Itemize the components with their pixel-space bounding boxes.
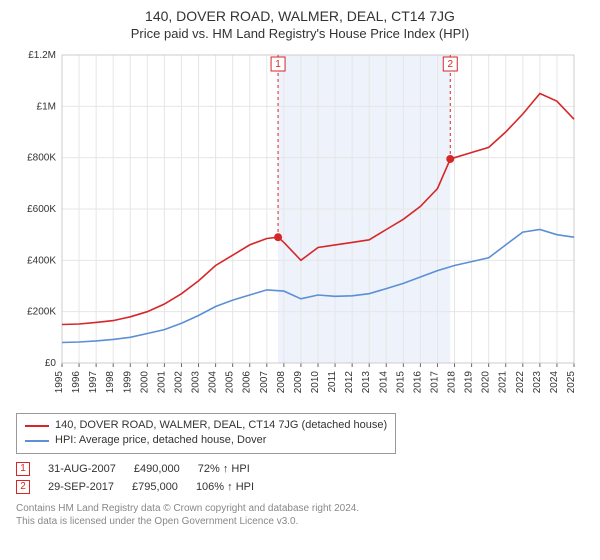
footer-line-1: Contains HM Land Registry data © Crown c…	[16, 502, 584, 515]
svg-text:2021: 2021	[498, 371, 509, 394]
event-marker-2: 2	[16, 480, 30, 494]
event-markers-list: 1 31-AUG-2007 £490,000 72% ↑ HPI 2 29-SE…	[16, 460, 584, 496]
svg-text:2001: 2001	[156, 371, 167, 394]
svg-text:2009: 2009	[293, 371, 304, 394]
chart-container: 140, DOVER ROAD, WALMER, DEAL, CT14 7JG …	[0, 0, 600, 560]
svg-text:£0: £0	[45, 358, 57, 369]
svg-text:1: 1	[275, 59, 281, 70]
legend-item-property: 140, DOVER ROAD, WALMER, DEAL, CT14 7JG …	[25, 418, 387, 433]
svg-text:2005: 2005	[225, 371, 236, 394]
legend-label-property: 140, DOVER ROAD, WALMER, DEAL, CT14 7JG …	[55, 418, 387, 433]
legend-line-property	[25, 425, 49, 427]
chart-subtitle: Price paid vs. HM Land Registry's House …	[16, 26, 584, 41]
event-marker-1: 1	[16, 462, 30, 476]
footer-line-2: This data is licensed under the Open Gov…	[16, 515, 584, 528]
svg-text:2023: 2023	[532, 371, 543, 394]
chart-title: 140, DOVER ROAD, WALMER, DEAL, CT14 7JG	[16, 8, 584, 24]
svg-text:£600K: £600K	[27, 204, 56, 215]
svg-text:2010: 2010	[310, 371, 321, 394]
svg-text:2004: 2004	[208, 371, 219, 394]
legend-line-hpi	[25, 440, 49, 442]
svg-text:1997: 1997	[88, 371, 99, 394]
arrow-up-icon: ↑	[223, 463, 229, 475]
svg-text:£1M: £1M	[37, 101, 56, 112]
event-date-2: 29-SEP-2017	[48, 481, 114, 493]
legend: 140, DOVER ROAD, WALMER, DEAL, CT14 7JG …	[16, 413, 396, 454]
event-date-1: 31-AUG-2007	[48, 463, 116, 475]
arrow-up-icon: ↑	[227, 481, 233, 493]
legend-label-hpi: HPI: Average price, detached house, Dove…	[55, 433, 266, 448]
svg-text:2002: 2002	[173, 371, 184, 394]
legend-item-hpi: HPI: Average price, detached house, Dove…	[25, 433, 387, 448]
svg-text:2006: 2006	[242, 371, 253, 394]
event-row-2: 2 29-SEP-2017 £795,000 106% ↑ HPI	[16, 478, 584, 496]
svg-text:1995: 1995	[54, 371, 65, 394]
svg-text:2003: 2003	[191, 371, 202, 394]
event-row-1: 1 31-AUG-2007 £490,000 72% ↑ HPI	[16, 460, 584, 478]
svg-text:2024: 2024	[549, 371, 560, 394]
svg-text:£1.2M: £1.2M	[28, 50, 56, 61]
svg-text:2012: 2012	[344, 371, 355, 394]
svg-text:2014: 2014	[378, 371, 389, 394]
chart-plot-area: £0 £200K £400K £600K £800K £1M £1.2M 1995 1996 19…	[16, 47, 584, 407]
event-price-1: £490,000	[134, 463, 180, 475]
svg-text:2007: 2007	[259, 371, 270, 394]
event-hpi-1: 72% ↑ HPI	[198, 463, 250, 475]
svg-text:2008: 2008	[276, 371, 287, 394]
svg-text:1999: 1999	[122, 371, 133, 394]
svg-text:£400K: £400K	[27, 255, 56, 266]
svg-text:2000: 2000	[139, 371, 150, 394]
svg-text:£800K: £800K	[27, 153, 56, 164]
event-hpi-2: 106% ↑ HPI	[196, 481, 254, 493]
svg-text:2025: 2025	[566, 371, 577, 394]
svg-text:2017: 2017	[429, 371, 440, 394]
svg-text:2: 2	[447, 59, 453, 70]
svg-text:1998: 1998	[105, 371, 116, 394]
svg-text:1996: 1996	[71, 371, 82, 394]
svg-text:2019: 2019	[464, 371, 475, 394]
svg-text:2011: 2011	[327, 371, 338, 393]
svg-text:2020: 2020	[481, 371, 492, 394]
footer-text: Contains HM Land Registry data © Crown c…	[16, 502, 584, 528]
svg-text:£200K: £200K	[27, 307, 56, 318]
svg-text:2018: 2018	[447, 371, 458, 394]
svg-text:2013: 2013	[361, 371, 372, 394]
svg-text:2015: 2015	[395, 371, 406, 394]
svg-text:2022: 2022	[515, 371, 526, 394]
event-price-2: £795,000	[132, 481, 178, 493]
svg-text:2016: 2016	[412, 371, 423, 394]
